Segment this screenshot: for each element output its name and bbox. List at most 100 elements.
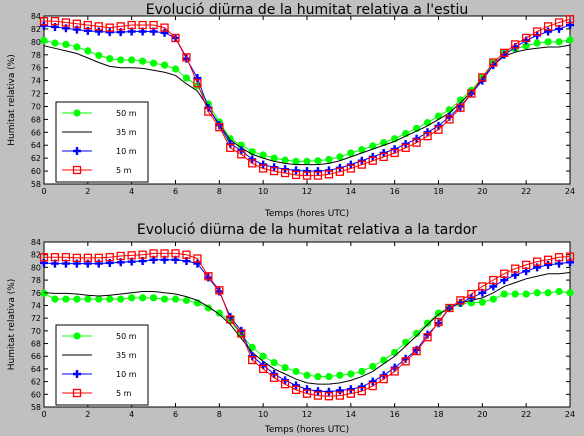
autumn-chart: Evolució diürna de la humitat relativa a… [7,222,575,435]
data-point [368,381,377,391]
data-point [291,170,301,180]
data-point [292,367,300,376]
data-point [215,286,224,295]
data-point [51,39,59,47]
y-tick-label: 78 [31,276,41,285]
data-point [248,159,257,168]
legend-label: 35 m [116,351,137,360]
data-point [303,371,311,379]
y-tick-label: 84 [31,12,41,21]
data-point [369,362,377,370]
data-point [62,40,70,49]
y-tick-label: 64 [31,365,41,374]
data-point [139,57,147,65]
y-tick-label: 78 [31,51,41,60]
data-point [215,309,223,317]
data-point [62,295,70,303]
data-point [358,146,366,154]
y-axis-label: Humitat relativa (%) [7,54,17,146]
data-point [259,151,267,159]
data-point [50,253,60,262]
data-point [325,155,333,164]
data-point [423,319,432,327]
data-point [533,289,541,297]
x-tick-label: 18 [433,410,443,419]
data-point [94,27,103,36]
x-tick-label: 22 [521,410,531,419]
data-point [128,56,136,64]
x-tick-label: 2 [85,410,90,419]
x-tick-label: 24 [565,187,575,196]
legend-label: 10 m [116,147,137,156]
data-point [128,294,136,302]
x-axis-label: Temps (hores UTC) [264,209,349,219]
series-5-m [39,15,575,180]
data-point [346,385,355,394]
data-point [314,157,322,165]
data-point [434,125,443,134]
data-point [445,106,454,114]
data-point [281,156,289,164]
data-point [500,48,509,57]
x-tick-label: 18 [433,187,443,196]
x-tick-label: 16 [390,187,400,196]
data-point [303,157,311,165]
data-point [423,132,432,141]
data-point [281,364,289,372]
legend-marker [73,147,81,155]
x-tick-label: 24 [565,410,575,419]
x-tick-label: 12 [302,410,312,419]
data-point [94,22,103,31]
data-point [357,160,366,169]
data-point [204,107,213,116]
data-point [95,295,103,303]
data-point [193,79,202,88]
legend-label: 50 m [116,109,137,118]
series-line [44,252,571,397]
data-point [379,152,388,162]
data-point [500,269,509,278]
data-point [478,298,486,306]
data-point [84,295,92,303]
data-point [511,264,520,273]
y-tick-label: 84 [31,238,41,247]
x-tick-label: 4 [129,410,134,419]
y-tick-label: 64 [31,141,41,150]
y-tick-label: 80 [31,38,41,47]
data-point [434,309,443,317]
data-point [50,17,60,26]
y-tick-label: 72 [31,314,41,323]
data-point [401,143,410,152]
legend-label: 5 m [116,166,132,175]
y-tick-label: 76 [31,289,41,298]
y-tick-label: 74 [31,77,41,86]
data-point [554,253,564,262]
y-tick-label: 62 [31,154,41,163]
data-point [543,22,553,31]
data-point [358,367,366,376]
data-point [83,20,92,30]
legend-marker [73,370,81,378]
data-point [259,364,268,374]
y-tick-label: 68 [31,340,41,349]
data-point [269,166,279,176]
data-point [565,252,575,261]
data-point [40,289,48,298]
data-point [302,389,312,398]
x-tick-label: 8 [217,410,222,419]
data-point [412,138,421,147]
y-tick-label: 70 [31,102,41,111]
data-point [248,343,256,351]
data-point [544,289,552,297]
data-point [478,282,487,291]
data-point [61,253,71,262]
y-tick-label: 70 [31,327,41,336]
data-point [39,253,49,262]
data-point [160,61,169,69]
data-point [390,367,399,376]
x-tick-label: 22 [521,187,531,196]
data-point [336,371,344,379]
data-point [347,370,355,378]
data-point [544,27,553,36]
data-point [554,18,564,27]
